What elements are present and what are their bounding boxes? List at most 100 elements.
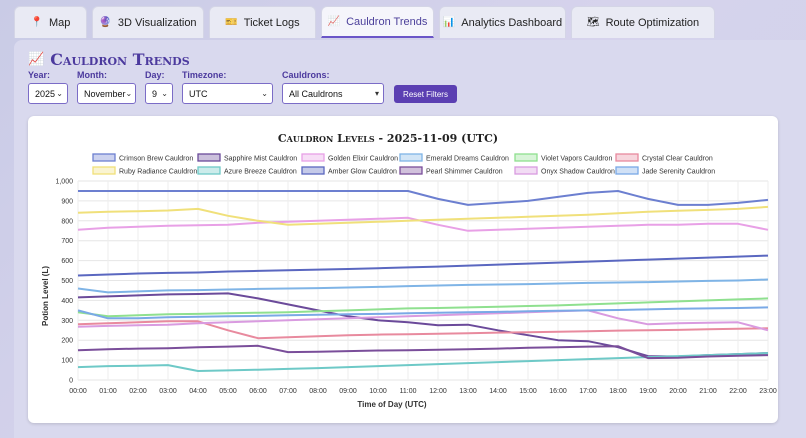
y-axis-label: Potion Level (L) [41,266,50,326]
legend-label: Sapphire Mist Cauldron [224,156,297,163]
trend-chart-icon: 📈 [327,16,341,27]
map-icon: 🗺 [586,17,600,28]
y-tick-label: 900 [61,198,73,205]
x-tick-label: 07:00 [279,388,297,395]
year-label: Year: [28,70,51,80]
series-line-6 [77,205,769,226]
pin-icon: 📍 [30,17,44,28]
tab-bar: 📍 Map 🔮 3D Visualization 🎫 Ticket Logs 📈 Cau… [14,6,715,38]
legend-label: Pearl Shimmer Cauldron [426,169,503,176]
x-tick-label: 05:00 [219,388,237,395]
tab-map[interactable]: 📍 Map [14,6,87,38]
legend-label: Jade Serenity Cauldron [642,169,715,176]
chevron-down-icon: ⌄ [161,89,168,98]
x-tick-label: 04:00 [189,388,207,395]
x-tick-label: 02:00 [129,388,147,395]
ticket-icon: 🎫 [225,17,238,28]
series-line-10 [77,309,769,332]
series-line-8 [77,254,769,277]
x-tick-label: 16:00 [549,388,567,395]
y-tick-label: 0 [69,378,73,385]
bar-chart-icon: 📊 [442,17,456,28]
x-tick-label: 10:00 [369,388,387,395]
caret-down-icon: ▾ [374,89,379,98]
cauldrons-label: Cauldrons: [282,70,330,80]
tab-label: Analytics Dashboard [461,16,563,29]
trend-chart-icon: 📈 [28,52,45,67]
cauldrons-value: All Cauldrons [289,88,343,99]
y-tick-label: 400 [61,298,73,305]
legend-label: Crimson Brew Cauldron [119,156,193,163]
legend-swatch [615,166,639,175]
tab-cauldron-trends[interactable]: 📈 Cauldron Trends [321,6,434,38]
x-tick-label: 11:00 [400,388,417,395]
legend-label: Azure Breeze Cauldron [224,169,297,176]
y-tick-label: 100 [61,358,73,365]
tab-label: 3D Visualization [117,16,197,29]
series-line-9 [77,344,769,360]
tab-3d-visualization[interactable]: 🔮 3D Visualization [92,6,204,38]
legend-swatch [615,153,639,162]
x-tick-label: 23:00 [759,388,777,395]
legend-label: Crystal Clear Cauldron [642,156,713,163]
x-tick-label: 19:00 [639,388,657,395]
timezone-select[interactable]: UTC ⌄ [182,83,273,104]
timezone-value: UTC [189,88,208,99]
year-value: 2025 [35,88,56,99]
month-label: Month: [77,70,107,80]
series-line-4 [77,297,769,318]
legend-swatch [399,153,423,162]
tab-ticket-logs[interactable]: 🎫 Ticket Logs [209,6,316,38]
chart-card: Cauldron Levels - 2025-11-09 (UTC) Crims… [28,116,778,423]
tab-analytics-dashboard[interactable]: 📊 Analytics Dashboard [439,6,566,38]
x-tick-label: 18:00 [609,388,627,395]
legend-swatch [514,166,538,175]
month-select[interactable]: November ⌄ [77,83,136,104]
y-tick-label: 300 [61,318,73,325]
crystal-ball-icon: 🔮 [99,17,112,28]
x-tick-label: 13:00 [459,388,477,395]
day-select[interactable]: 9 ⌄ [145,83,173,104]
page-title-text: Cauldron Trends [50,50,190,69]
series-line-3 [77,278,769,294]
series-line-11 [77,306,769,320]
legend-swatch [197,166,221,175]
legend-swatch [514,153,538,162]
legend-label: Golden Elixir Cauldron [328,156,398,163]
x-axis-label: Time of Day (UTC) [357,400,427,409]
legend-swatch [301,153,325,162]
x-tick-label: 17:00 [579,388,597,395]
x-tick-label: 09:00 [339,388,357,395]
x-tick-label: 03:00 [159,388,177,395]
month-value: November [84,88,126,99]
x-tick-label: 20:00 [669,388,687,395]
chevron-down-icon: ⌄ [125,89,133,98]
legend-swatch [92,153,116,162]
timezone-label: Timezone: [182,70,227,80]
cauldrons-select[interactable]: All Cauldrons ▾ [282,83,384,104]
y-tick-label: 800 [61,218,73,225]
legend-label: Emerald Dreams Cauldron [426,156,509,163]
year-select[interactable]: 2025 ⌄ [28,83,68,104]
legend-label: Amber Glow Cauldron [328,169,397,176]
legend-label: Onyx Shadow Cauldron [541,169,615,176]
tab-label: Ticket Logs [243,16,300,29]
x-tick-label: 15:00 [519,388,537,395]
legend-swatch [197,153,221,162]
x-tick-label: 06:00 [249,388,267,395]
legend-swatch [92,166,116,175]
chart-title: Cauldron Levels - 2025-11-09 (UTC) [278,132,498,145]
x-tick-label: 14:00 [489,388,507,395]
x-tick-label: 01:00 [99,388,117,395]
reset-filters-button[interactable]: Reset Filters [394,85,457,103]
tab-route-optimization[interactable]: 🗺 Route Optimization [571,6,715,38]
day-value: 9 [152,88,158,99]
legend-label: Ruby Radiance Cauldron [119,169,197,176]
series-line-7 [77,352,769,372]
x-tick-label: 12:00 [429,388,447,395]
tab-label: Map [49,16,71,29]
series-line-5 [77,320,769,340]
series-line-0 [78,190,769,206]
y-tick-label: 700 [61,238,73,245]
x-tick-label: 22:00 [729,388,747,395]
